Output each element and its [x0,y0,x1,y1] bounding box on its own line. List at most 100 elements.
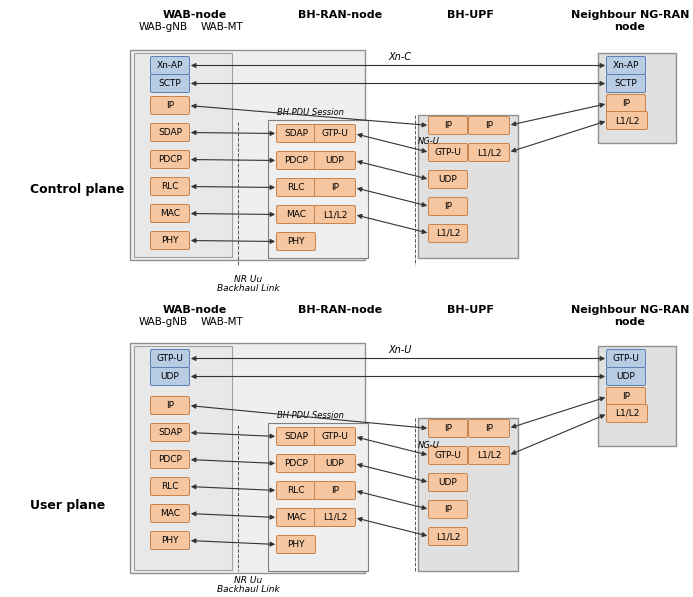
FancyBboxPatch shape [606,349,645,368]
Text: IP: IP [331,486,339,495]
Text: IP: IP [485,424,493,433]
Text: GTP-U: GTP-U [322,129,349,138]
FancyBboxPatch shape [606,57,645,75]
Text: SCTP: SCTP [615,79,638,88]
Text: IP: IP [444,202,452,211]
FancyBboxPatch shape [277,205,315,223]
Text: NG-U: NG-U [418,441,440,450]
Text: WAB-MT: WAB-MT [201,317,243,327]
Text: L1/L2: L1/L2 [436,532,460,541]
FancyBboxPatch shape [315,205,356,223]
Text: PHY: PHY [161,236,179,245]
FancyBboxPatch shape [150,423,189,442]
Text: Control plane: Control plane [30,183,124,196]
Bar [130,50,365,260]
FancyBboxPatch shape [150,349,189,368]
FancyBboxPatch shape [606,387,645,405]
FancyBboxPatch shape [428,143,468,162]
FancyBboxPatch shape [315,125,356,143]
FancyBboxPatch shape [428,224,468,242]
Text: MAC: MAC [160,509,180,518]
Text: IP: IP [166,101,174,110]
Text: UDP: UDP [326,459,344,468]
Text: RLC: RLC [288,486,305,495]
FancyBboxPatch shape [606,405,647,423]
Text: SDAP: SDAP [158,128,182,137]
FancyBboxPatch shape [428,198,468,216]
FancyBboxPatch shape [277,125,315,143]
Text: BH PDU Session: BH PDU Session [277,411,344,420]
FancyBboxPatch shape [315,509,356,527]
Text: L1/L2: L1/L2 [323,513,347,522]
Bar [130,343,365,573]
FancyBboxPatch shape [315,454,356,472]
FancyBboxPatch shape [468,420,509,438]
Text: SDAP: SDAP [158,428,182,437]
FancyBboxPatch shape [277,232,315,251]
Text: Neighbour NG-RAN
node: Neighbour NG-RAN node [571,10,689,32]
FancyBboxPatch shape [468,447,509,464]
FancyBboxPatch shape [428,500,468,519]
Text: WAB-node: WAB-node [163,10,227,20]
Bar [134,346,232,570]
Text: MAC: MAC [160,209,180,218]
Text: BH-UPF: BH-UPF [446,305,493,315]
FancyBboxPatch shape [428,473,468,491]
FancyBboxPatch shape [150,97,189,115]
FancyBboxPatch shape [277,427,315,445]
Text: GTP-U: GTP-U [435,451,462,460]
FancyBboxPatch shape [315,482,356,500]
Text: NR Uu: NR Uu [234,576,262,585]
FancyBboxPatch shape [315,179,356,196]
FancyBboxPatch shape [150,205,189,223]
Text: SDAP: SDAP [284,129,308,138]
FancyBboxPatch shape [277,179,315,196]
FancyBboxPatch shape [277,509,315,527]
FancyBboxPatch shape [150,368,189,386]
Text: PDCP: PDCP [158,155,182,164]
Text: WAB-node: WAB-node [163,305,227,315]
FancyBboxPatch shape [150,57,189,75]
Text: UDP: UDP [326,156,344,165]
FancyBboxPatch shape [277,482,315,500]
FancyBboxPatch shape [150,504,189,522]
Text: UDP: UDP [161,372,179,381]
Bar [598,53,676,143]
Text: RLC: RLC [161,182,179,191]
FancyBboxPatch shape [150,451,189,469]
Bar [598,346,676,446]
FancyBboxPatch shape [428,528,468,546]
Text: RLC: RLC [288,183,305,192]
Text: WAB-MT: WAB-MT [201,22,243,32]
FancyBboxPatch shape [428,447,468,464]
Text: PHY: PHY [288,237,305,246]
Text: PDCP: PDCP [158,455,182,464]
Text: UDP: UDP [617,372,635,381]
Text: GTP-U: GTP-U [157,354,184,363]
FancyBboxPatch shape [150,177,189,195]
Text: PDCP: PDCP [284,156,308,165]
Text: MAC: MAC [286,513,306,522]
Text: GTP-U: GTP-U [322,432,349,441]
Text: SDAP: SDAP [284,432,308,441]
Text: GTP-U: GTP-U [435,148,462,157]
Text: L1/L2: L1/L2 [477,451,501,460]
FancyBboxPatch shape [277,454,315,472]
FancyBboxPatch shape [428,171,468,189]
Text: IP: IP [444,121,452,130]
Text: Xn-U: Xn-U [388,345,412,355]
Bar [418,115,518,258]
Text: NG-U: NG-U [418,137,440,146]
Text: Neighbour NG-RAN
node: Neighbour NG-RAN node [571,305,689,327]
Text: MAC: MAC [286,210,306,219]
Bar [268,423,368,571]
FancyBboxPatch shape [150,75,189,93]
Bar [134,53,232,257]
FancyBboxPatch shape [606,112,647,130]
FancyBboxPatch shape [277,152,315,170]
Text: IP: IP [331,183,339,192]
Text: UDP: UDP [439,478,457,487]
Text: RLC: RLC [161,482,179,491]
FancyBboxPatch shape [150,531,189,549]
FancyBboxPatch shape [428,420,468,438]
